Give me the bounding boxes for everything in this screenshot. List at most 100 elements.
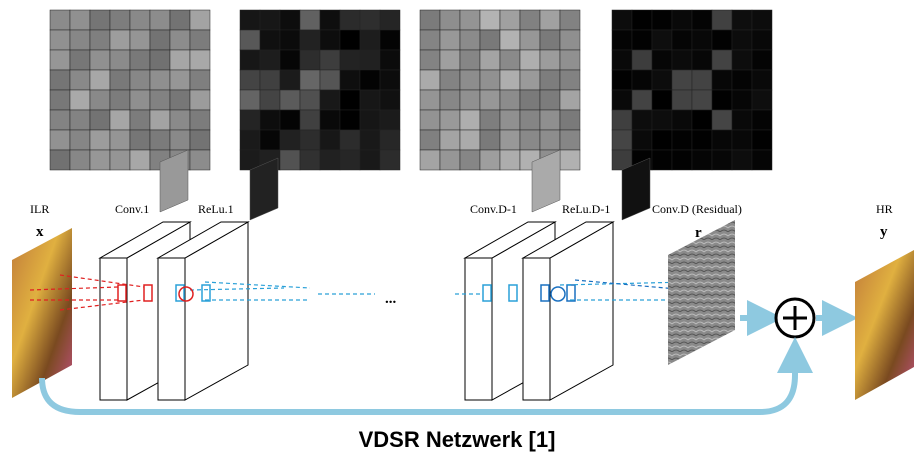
tile [712,10,732,30]
tile [420,150,440,170]
tile [632,50,652,70]
tile [190,30,210,50]
tile [190,50,210,70]
tile [632,130,652,150]
tile [360,70,380,90]
tile [130,70,150,90]
tile [360,30,380,50]
tile [440,110,460,130]
tile [460,90,480,110]
tile [150,110,170,130]
tile [500,50,520,70]
tile [692,50,712,70]
output-image [855,250,914,400]
tile [360,10,380,30]
tile [150,50,170,70]
tile [732,110,752,130]
tile [752,50,772,70]
tile [110,110,130,130]
feature-map [50,10,210,170]
tile [652,130,672,150]
tile [70,10,90,30]
tile [480,130,500,150]
tile [420,130,440,150]
tile [170,30,190,50]
tile [240,50,260,70]
layer-label: ReLu.D-1 [562,202,610,216]
tile [440,10,460,30]
tile [520,30,540,50]
tile [752,130,772,150]
tile [190,130,210,150]
tile [90,150,110,170]
tile [300,30,320,50]
tile [752,110,772,130]
tile [612,90,632,110]
tile [340,50,360,70]
tile [190,70,210,90]
tile [300,70,320,90]
tile [500,110,520,130]
tile [260,90,280,110]
tile [672,130,692,150]
tile [520,130,540,150]
tile [692,30,712,50]
tile [340,30,360,50]
tile [540,30,560,50]
tile [540,10,560,30]
tile [90,70,110,90]
tile [540,50,560,70]
tile [560,110,580,130]
tile [692,70,712,90]
tile [240,90,260,110]
tile [652,90,672,110]
tile [632,10,652,30]
tile [500,130,520,150]
tile [380,70,400,90]
tile [50,130,70,150]
ellipsis: ... [385,291,397,307]
tile [540,130,560,150]
tile [260,110,280,130]
tile [752,90,772,110]
tile [320,50,340,70]
tile [672,30,692,50]
tile [190,150,210,170]
tile [260,10,280,30]
tile [652,30,672,50]
tile [420,30,440,50]
tile [500,30,520,50]
tile [380,110,400,130]
tile [110,150,130,170]
tile [320,150,340,170]
tile [260,130,280,150]
tile [280,150,300,170]
tile [280,30,300,50]
tile [260,50,280,70]
tile [130,30,150,50]
tile [360,150,380,170]
tile [110,10,130,30]
tile [712,150,732,170]
tile [612,10,632,30]
tile [340,130,360,150]
tile [440,50,460,70]
tile [190,10,210,30]
tile [612,130,632,150]
tile [360,130,380,150]
tile [240,130,260,150]
tile [732,70,752,90]
tile [70,90,90,110]
tile [612,110,632,130]
tile [340,70,360,90]
tile [652,10,672,30]
tile [672,150,692,170]
tile [540,110,560,130]
tile [732,90,752,110]
tile [340,90,360,110]
tile [280,110,300,130]
tile [300,90,320,110]
tile [260,30,280,50]
tile [240,30,260,50]
tile [712,70,732,90]
